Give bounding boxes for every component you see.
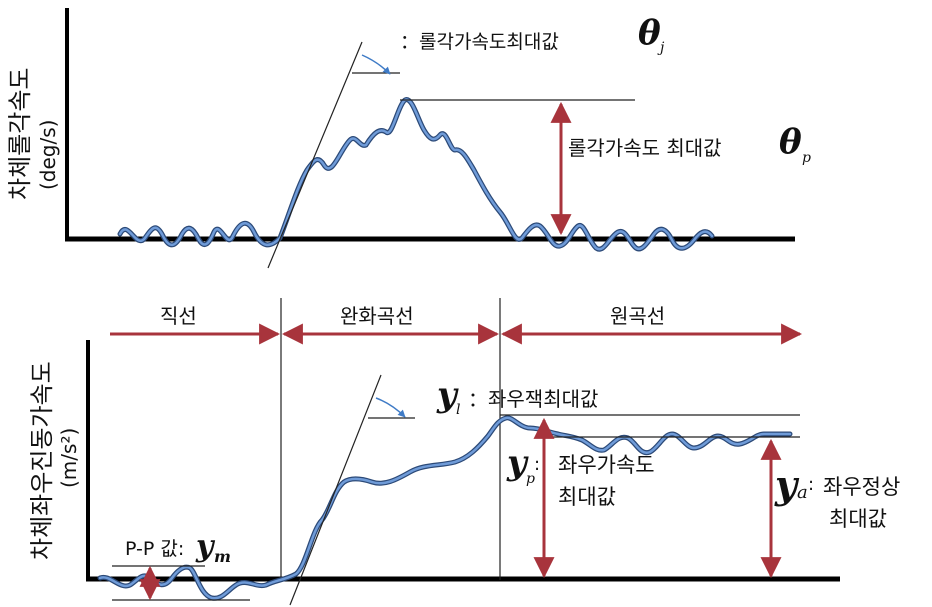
peak-accel-label-line2: 최대값 — [558, 485, 616, 509]
top-panel: 차체롤각속도 (deg/s) ：롤각가속도최대값 θ j 롤각가속도 최대값 θ… — [6, 8, 811, 269]
peak-accel-symbol: y — [506, 443, 529, 483]
top-tangent-line — [267, 41, 363, 269]
jerk-subscript: l — [456, 402, 460, 418]
bottom-panel: 차체좌우진동가속도 (m/s²) 직선 완화곡선 원곡선 y l ：좌우잭최대값 — [28, 298, 900, 606]
roll-rate-curve — [117, 97, 715, 252]
steady-accel-label-line2: 최대값 — [829, 507, 887, 531]
top-peak-symbol: θ — [779, 122, 802, 162]
pp-subscript: m — [214, 547, 231, 566]
top-peak-label: 롤각가속도 최대값 — [568, 136, 722, 160]
top-slope-subscript: j — [657, 40, 665, 56]
top-y-axis-label: 차체롤각속도 — [6, 68, 34, 200]
segment-label-straight: 직선 — [160, 304, 197, 328]
peak-accel-label-line1: 좌우가속도 — [558, 453, 655, 477]
peak-accel-colon: : — [534, 454, 540, 475]
jerk-label: ：좌우잭최대값 — [468, 387, 598, 411]
top-slope-label: ：롤각가속도최대값 — [400, 31, 559, 53]
segment-label-circular: 원곡선 — [610, 304, 665, 328]
bottom-y-axis-label: 차체좌우진동가속도 — [28, 361, 56, 560]
bottom-tangent-line — [289, 374, 382, 606]
top-y-axis-unit: (deg/s) — [36, 120, 60, 190]
bottom-y-axis-unit: (m/s²) — [57, 428, 81, 488]
lateral-accel-curve-fill — [98, 416, 792, 600]
steady-accel-symbol: y — [774, 462, 800, 507]
pp-label: P-P 값: — [125, 538, 184, 560]
bottom-angle-arc-arrow — [375, 397, 406, 418]
top-peak-subscript: p — [802, 150, 811, 166]
steady-accel-subscript: a — [797, 482, 808, 503]
jerk-symbol: y — [436, 375, 459, 415]
peak-accel-subscript: p — [526, 471, 535, 487]
roll-rate-curve-fill — [118, 98, 714, 251]
pp-symbol: y — [195, 529, 216, 564]
top-angle-arc-arrow — [361, 54, 391, 75]
steady-accel-label-line1: 좌우정상 — [823, 475, 900, 499]
segment-label-transition: 완화곡선 — [340, 304, 414, 328]
top-slope-symbol: θ — [638, 13, 661, 53]
steady-accel-colon: : — [808, 474, 814, 495]
